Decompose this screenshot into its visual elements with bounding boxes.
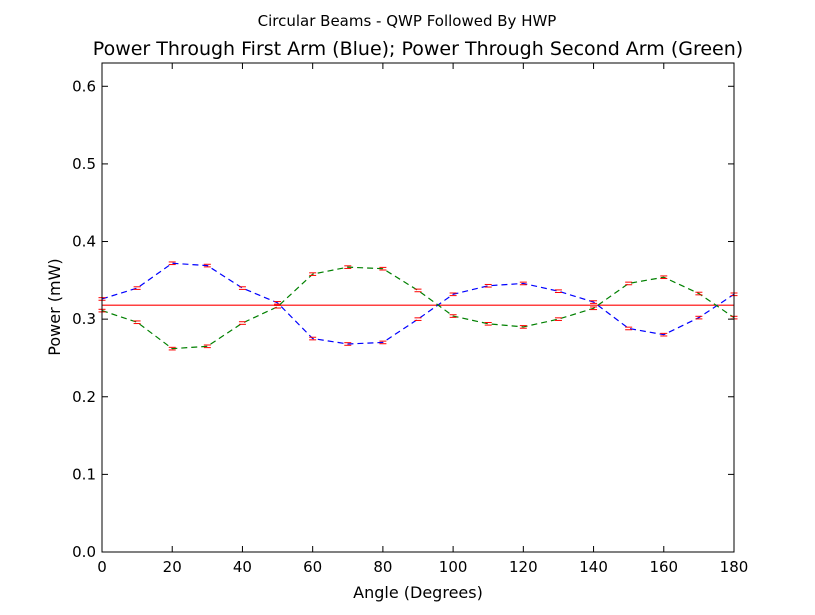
series-1-point bbox=[660, 332, 668, 337]
series-1-point bbox=[203, 263, 211, 268]
series-1-point bbox=[625, 326, 633, 331]
x-tick-label: 120 bbox=[509, 558, 538, 576]
series-1-line bbox=[101, 262, 735, 345]
series-1-point bbox=[519, 281, 527, 286]
series-2-point bbox=[238, 321, 246, 325]
series-2-point bbox=[449, 314, 457, 318]
x-tick-label: 20 bbox=[163, 558, 182, 576]
x-tick-label: 60 bbox=[303, 558, 322, 576]
series-1-point bbox=[309, 336, 317, 341]
x-tick-label: 160 bbox=[649, 558, 678, 576]
y-axis: 0.0 0.1 0.2 0.3 0.4 0.5 0.6 bbox=[72, 77, 734, 561]
chart-suptitle: Circular Beams - QWP Followed By HWP bbox=[258, 12, 557, 30]
series-2-point bbox=[344, 265, 352, 269]
series-2-point bbox=[414, 288, 422, 293]
x-tick-label: 140 bbox=[579, 558, 608, 576]
series-1-point bbox=[484, 283, 492, 288]
series-2-line bbox=[101, 266, 735, 350]
series-2-point bbox=[519, 325, 527, 329]
series-2-point bbox=[274, 304, 282, 309]
series-2-point bbox=[379, 266, 387, 271]
chart-title: Power Through First Arm (Blue); Power Th… bbox=[93, 38, 743, 60]
x-tick-label: 40 bbox=[233, 558, 252, 576]
x-tick-label: 180 bbox=[720, 558, 749, 576]
x-tick-label: 100 bbox=[439, 558, 468, 576]
series-2-point bbox=[554, 317, 562, 321]
series-2-point bbox=[484, 322, 492, 326]
y-axis-label: Power (mW) bbox=[45, 258, 64, 355]
y-tick-label: 0.2 bbox=[72, 388, 96, 406]
series-1-point bbox=[238, 286, 246, 290]
x-axis: 0 20 40 60 80 100 120 140 160 180 bbox=[97, 63, 748, 576]
series-1-point bbox=[590, 300, 598, 304]
series-2-point bbox=[309, 272, 317, 276]
series-1-point bbox=[414, 317, 422, 321]
series-1-point bbox=[344, 342, 352, 346]
x-axis-label: Angle (Degrees) bbox=[353, 583, 483, 602]
series-1-point bbox=[554, 289, 562, 293]
series-2-point bbox=[133, 320, 141, 325]
y-tick-label: 0.5 bbox=[72, 155, 96, 173]
series-2-point bbox=[660, 275, 668, 280]
y-tick-label: 0.0 bbox=[72, 543, 96, 561]
plot-frame bbox=[101, 62, 735, 553]
plot-area bbox=[98, 261, 738, 351]
series-2-point bbox=[203, 344, 211, 349]
series-1-point bbox=[379, 340, 387, 345]
y-tick-label: 0.6 bbox=[72, 77, 96, 95]
series-2-point bbox=[168, 346, 176, 351]
y-tick-label: 0.1 bbox=[72, 465, 96, 483]
y-tick-label: 0.3 bbox=[72, 310, 96, 328]
series-1-point bbox=[133, 286, 141, 290]
series-1-point bbox=[695, 315, 703, 320]
series-1-point bbox=[449, 292, 457, 297]
x-tick-label: 80 bbox=[373, 558, 392, 576]
series-2-point bbox=[625, 281, 633, 286]
x-tick-label: 0 bbox=[97, 558, 107, 576]
series-1-point bbox=[168, 261, 176, 266]
y-tick-label: 0.4 bbox=[72, 233, 96, 251]
series-2-point bbox=[695, 291, 703, 296]
series-2-point bbox=[590, 306, 598, 311]
